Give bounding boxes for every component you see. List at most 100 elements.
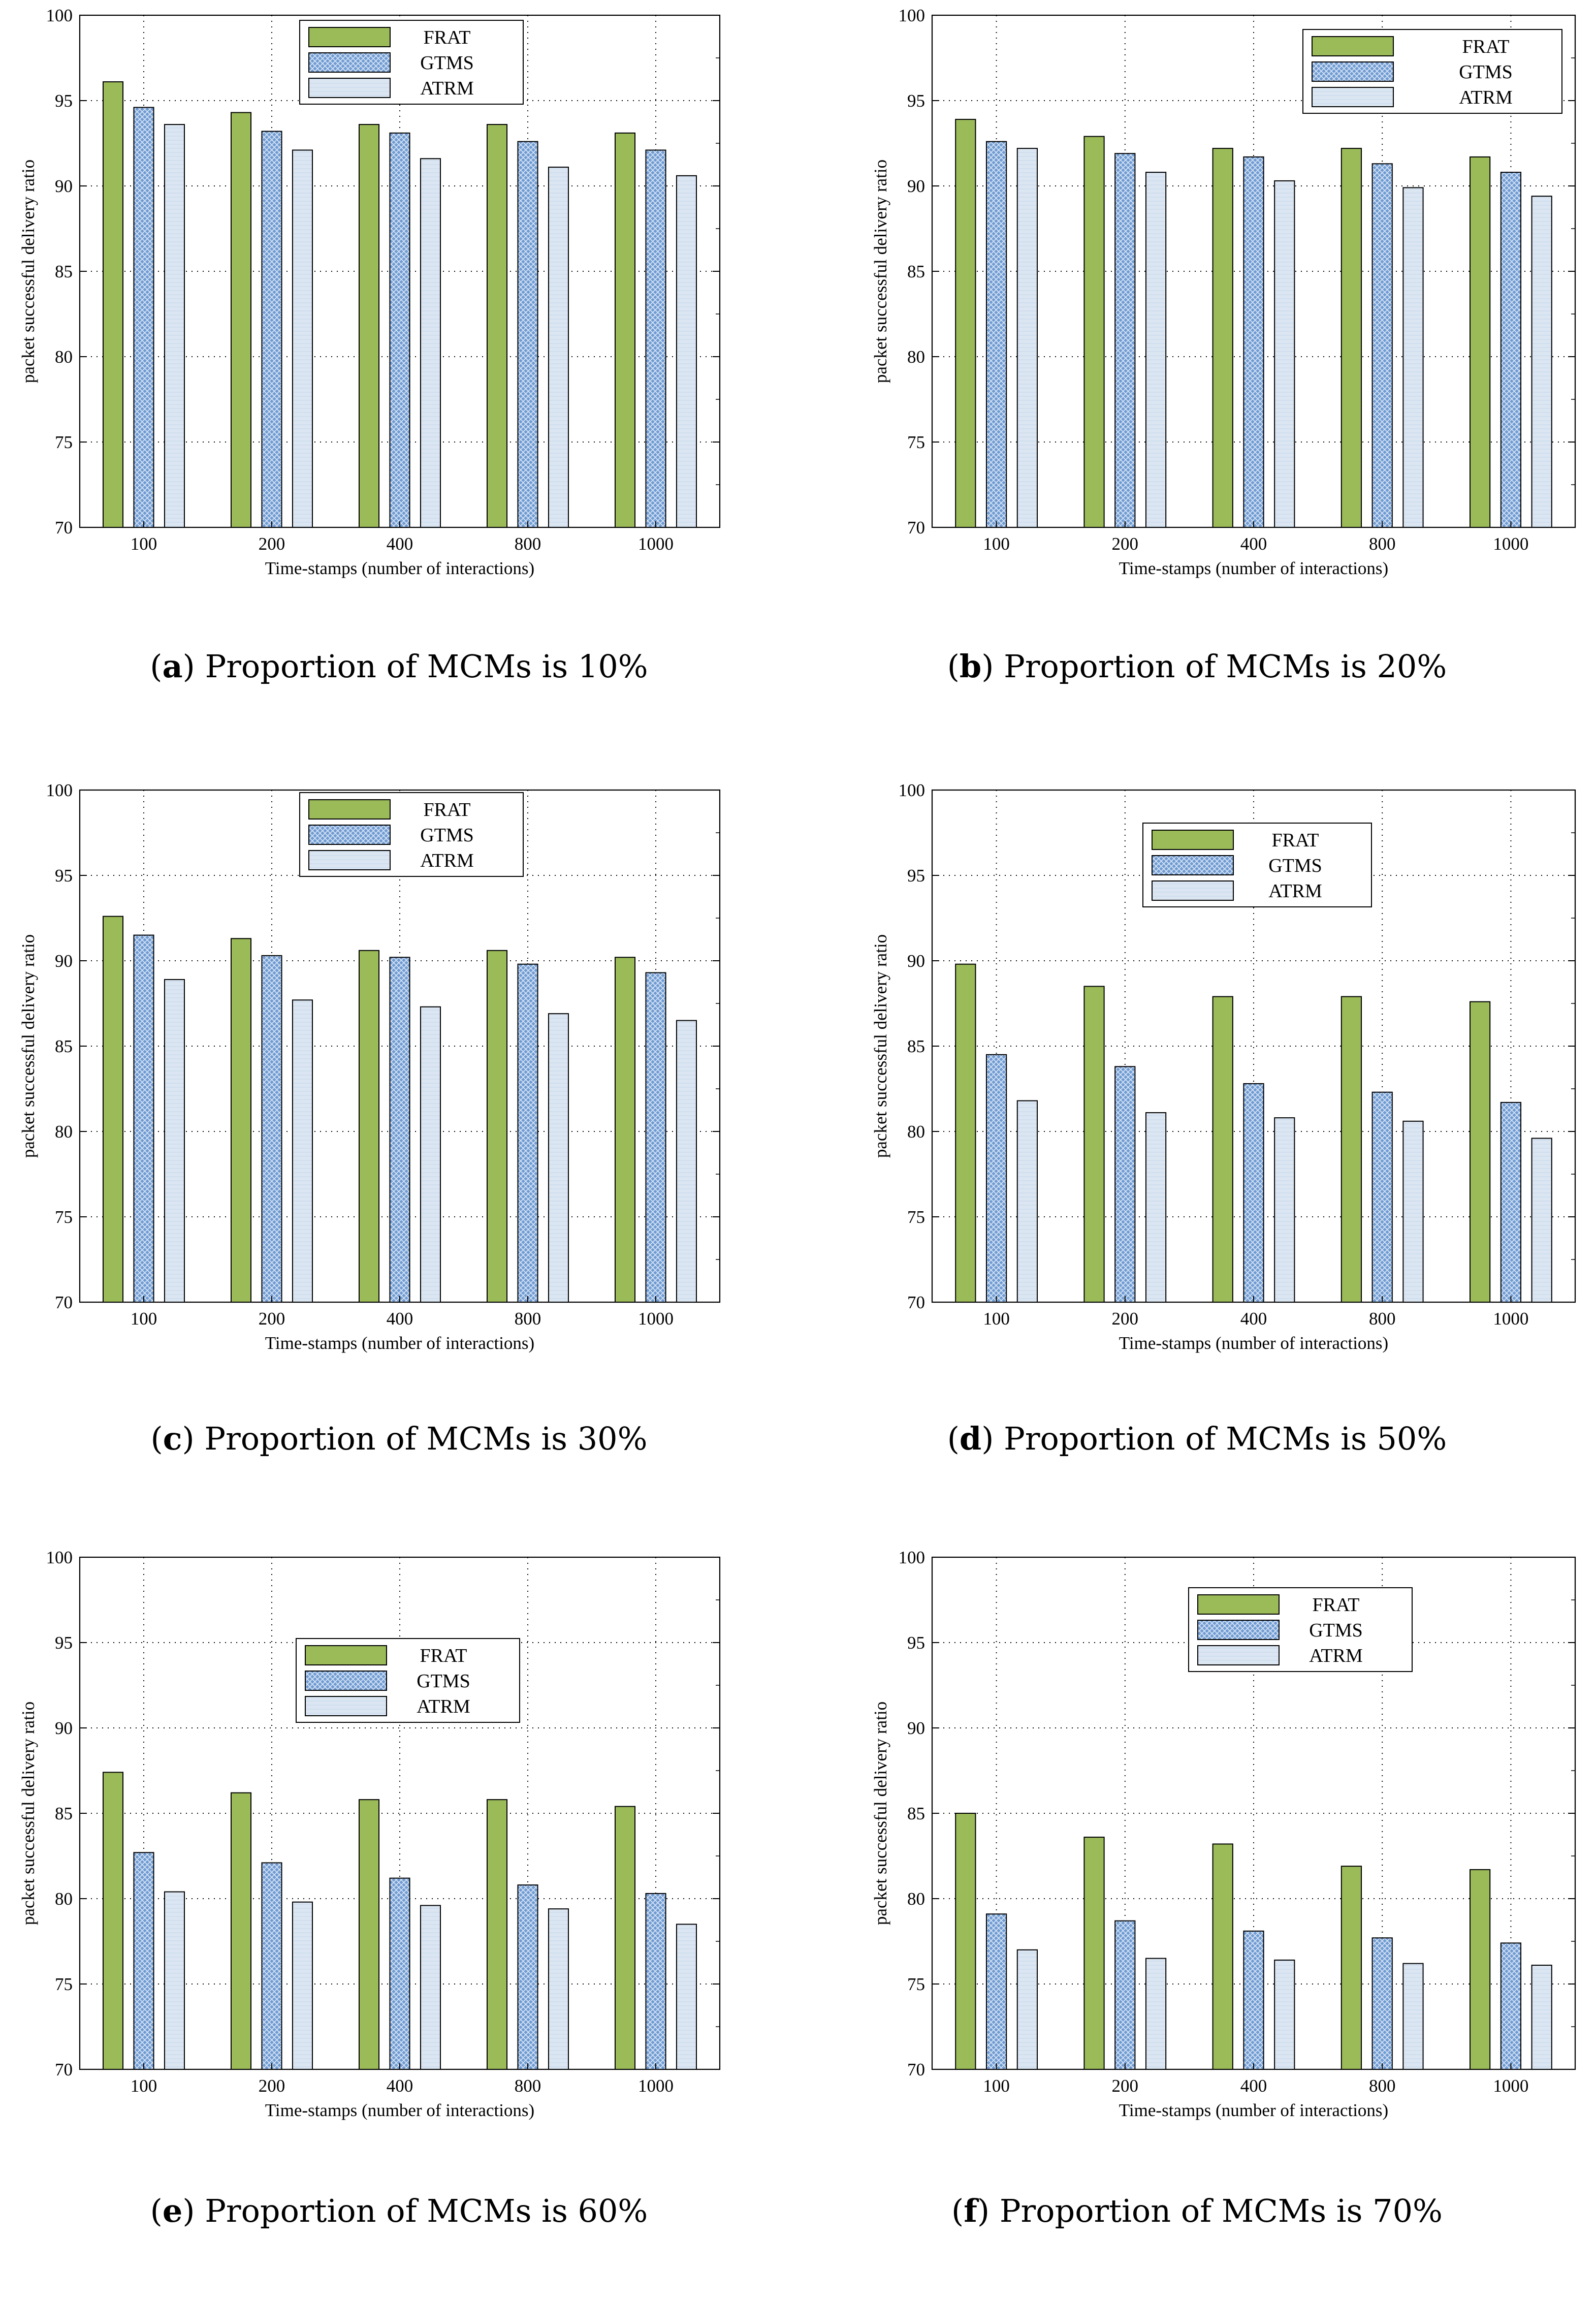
legend-label-frat: FRAT xyxy=(1462,36,1510,57)
bar-gtms-800 xyxy=(1371,1937,1393,2070)
y-tick-label: 70 xyxy=(55,2060,73,2080)
legend-label-gtms: GTMS xyxy=(1459,61,1513,83)
bar-frat-400 xyxy=(358,950,380,1303)
bar-frat-200 xyxy=(1083,136,1105,528)
x-tick-label: 400 xyxy=(1240,1309,1267,1329)
legend-label-atrm: ATRM xyxy=(1309,1645,1363,1666)
bar-atrm-400 xyxy=(420,1006,441,1303)
y-tick-label: 75 xyxy=(55,1207,73,1227)
x-tick-label: 400 xyxy=(1240,2076,1267,2096)
bar-atrm-200 xyxy=(292,1901,313,2070)
bar-atrm-1000 xyxy=(1531,196,1552,528)
x-tick-label: 200 xyxy=(1112,1309,1139,1329)
x-axis-label: Time-stamps (number of interactions) xyxy=(265,2100,534,2120)
legend-swatch-frat xyxy=(1152,830,1234,850)
bar-gtms-200 xyxy=(1114,1920,1136,2070)
caption-letter: e xyxy=(162,2192,183,2229)
bar-gtms-800 xyxy=(517,141,538,528)
y-tick-label: 80 xyxy=(907,1889,925,1909)
bar-gtms-200 xyxy=(261,131,282,528)
x-tick-label: 800 xyxy=(1369,2076,1396,2096)
x-tick-label: 800 xyxy=(515,534,541,554)
x-axis-label: Time-stamps (number of interactions) xyxy=(1119,2100,1388,2120)
y-tick-label: 85 xyxy=(55,1804,73,1823)
y-tick-label: 75 xyxy=(907,432,925,452)
bar-atrm-800 xyxy=(1402,1120,1424,1303)
y-tick-label: 85 xyxy=(55,1036,73,1056)
caption-f: (f) Proportion of MCMs is 70% xyxy=(798,2192,1596,2229)
y-tick-label: 90 xyxy=(55,951,73,971)
legend-swatch-atrm xyxy=(1197,1645,1280,1665)
legend-label-atrm: ATRM xyxy=(420,850,474,871)
caption-text: Proportion of MCMs is 50% xyxy=(1004,1420,1447,1457)
chart-panel-a: 70 75 80 85 90 95 100 100 200 400 800 1000 Time-stam… xyxy=(0,0,798,754)
y-tick-label: 85 xyxy=(907,1804,925,1823)
legend-label-frat: FRAT xyxy=(1313,1594,1360,1616)
bar-gtms-800 xyxy=(517,963,538,1303)
y-tick-label: 95 xyxy=(55,91,73,111)
bar-atrm-100 xyxy=(1016,148,1038,528)
caption-paren-close: ) xyxy=(977,2192,1000,2229)
bar-frat-200 xyxy=(1083,986,1105,1303)
bar-frat-100 xyxy=(955,963,976,1303)
chart-svg-c: 70 75 80 85 90 95 100 100 200 400 800 1000 Time-stam… xyxy=(18,780,721,1353)
bar-atrm-400 xyxy=(1274,180,1295,528)
y-tick-label: 85 xyxy=(907,1036,925,1056)
chart-svg-a: 70 75 80 85 90 95 100 100 200 400 800 1000 Time-stam… xyxy=(18,6,721,578)
chart-panel-e: 70 75 80 85 90 95 100 100 200 400 800 1000 Time-stam… xyxy=(0,1545,798,2299)
caption-letter: a xyxy=(162,648,183,685)
bar-frat-800 xyxy=(1340,148,1362,528)
legend-swatch-gtms xyxy=(1152,855,1234,875)
bar-gtms-200 xyxy=(261,955,282,1303)
chart-svg-d: 70 75 80 85 90 95 100 100 200 400 800 1000 Time-stam… xyxy=(871,780,1576,1353)
caption-paren-open: ( xyxy=(951,2192,964,2229)
y-tick-label: 80 xyxy=(55,1889,73,1909)
caption-b: (b) Proportion of MCMs is 20% xyxy=(798,648,1596,685)
legend-label-atrm: ATRM xyxy=(420,78,474,99)
bar-gtms-800 xyxy=(1371,163,1393,528)
legend-label-atrm: ATRM xyxy=(1268,880,1322,902)
bar-frat-800 xyxy=(486,950,508,1303)
bar-atrm-400 xyxy=(420,1905,441,2070)
caption-paren-close: ) xyxy=(981,1420,1004,1457)
bar-gtms-1000 xyxy=(1500,1101,1522,1303)
x-tick-label: 100 xyxy=(131,1309,157,1329)
caption-text: Proportion of MCMs is 10% xyxy=(205,648,648,685)
y-tick-label: 80 xyxy=(55,347,73,367)
bar-gtms-100 xyxy=(133,107,154,528)
caption-paren-close: ) xyxy=(981,648,1004,685)
bar-atrm-400 xyxy=(420,158,441,528)
caption-letter: f xyxy=(964,2192,977,2229)
legend-label-frat: FRAT xyxy=(420,1645,467,1666)
legend-label-frat: FRAT xyxy=(424,799,471,821)
x-axis-label: Time-stamps (number of interactions) xyxy=(1119,558,1388,578)
x-tick-label: 100 xyxy=(983,534,1010,554)
bar-gtms-100 xyxy=(133,1852,154,2070)
bar-frat-400 xyxy=(358,124,380,528)
chart-panel-f: 70 75 80 85 90 95 100 100 200 400 800 1000 Time-stam… xyxy=(798,1545,1596,2299)
y-tick-label: 85 xyxy=(907,262,925,281)
bar-frat-1000 xyxy=(1470,1001,1491,1303)
chart-panel-b: 70 75 80 85 90 95 100 100 200 400 800 1000 Time-stam… xyxy=(798,0,1596,754)
x-tick-label: 400 xyxy=(387,1309,413,1329)
x-tick-label: 200 xyxy=(1112,2076,1139,2096)
bar-frat-400 xyxy=(358,1799,380,2070)
y-tick-label: 70 xyxy=(907,518,925,538)
bar-atrm-200 xyxy=(292,999,313,1303)
bar-atrm-1000 xyxy=(676,1924,697,2070)
bar-atrm-800 xyxy=(1402,1963,1424,2070)
y-tick-label: 90 xyxy=(907,951,925,971)
legend-label-atrm: ATRM xyxy=(1459,87,1513,108)
bar-atrm-200 xyxy=(1145,172,1167,528)
x-tick-label: 1000 xyxy=(1493,1309,1528,1329)
bar-gtms-1000 xyxy=(1500,1942,1522,2070)
legend-swatch-atrm xyxy=(305,1696,387,1716)
caption-text: Proportion of MCMs is 30% xyxy=(204,1420,648,1457)
y-tick-label: 95 xyxy=(907,866,925,886)
legend-swatch-atrm xyxy=(1152,880,1234,901)
bar-frat-1000 xyxy=(614,1806,636,2070)
bar-atrm-200 xyxy=(292,149,313,528)
bar-gtms-400 xyxy=(389,132,410,528)
chart-svg-b: 70 75 80 85 90 95 100 100 200 400 800 1000 Time-stam… xyxy=(871,6,1576,578)
y-tick-label: 100 xyxy=(46,780,73,800)
